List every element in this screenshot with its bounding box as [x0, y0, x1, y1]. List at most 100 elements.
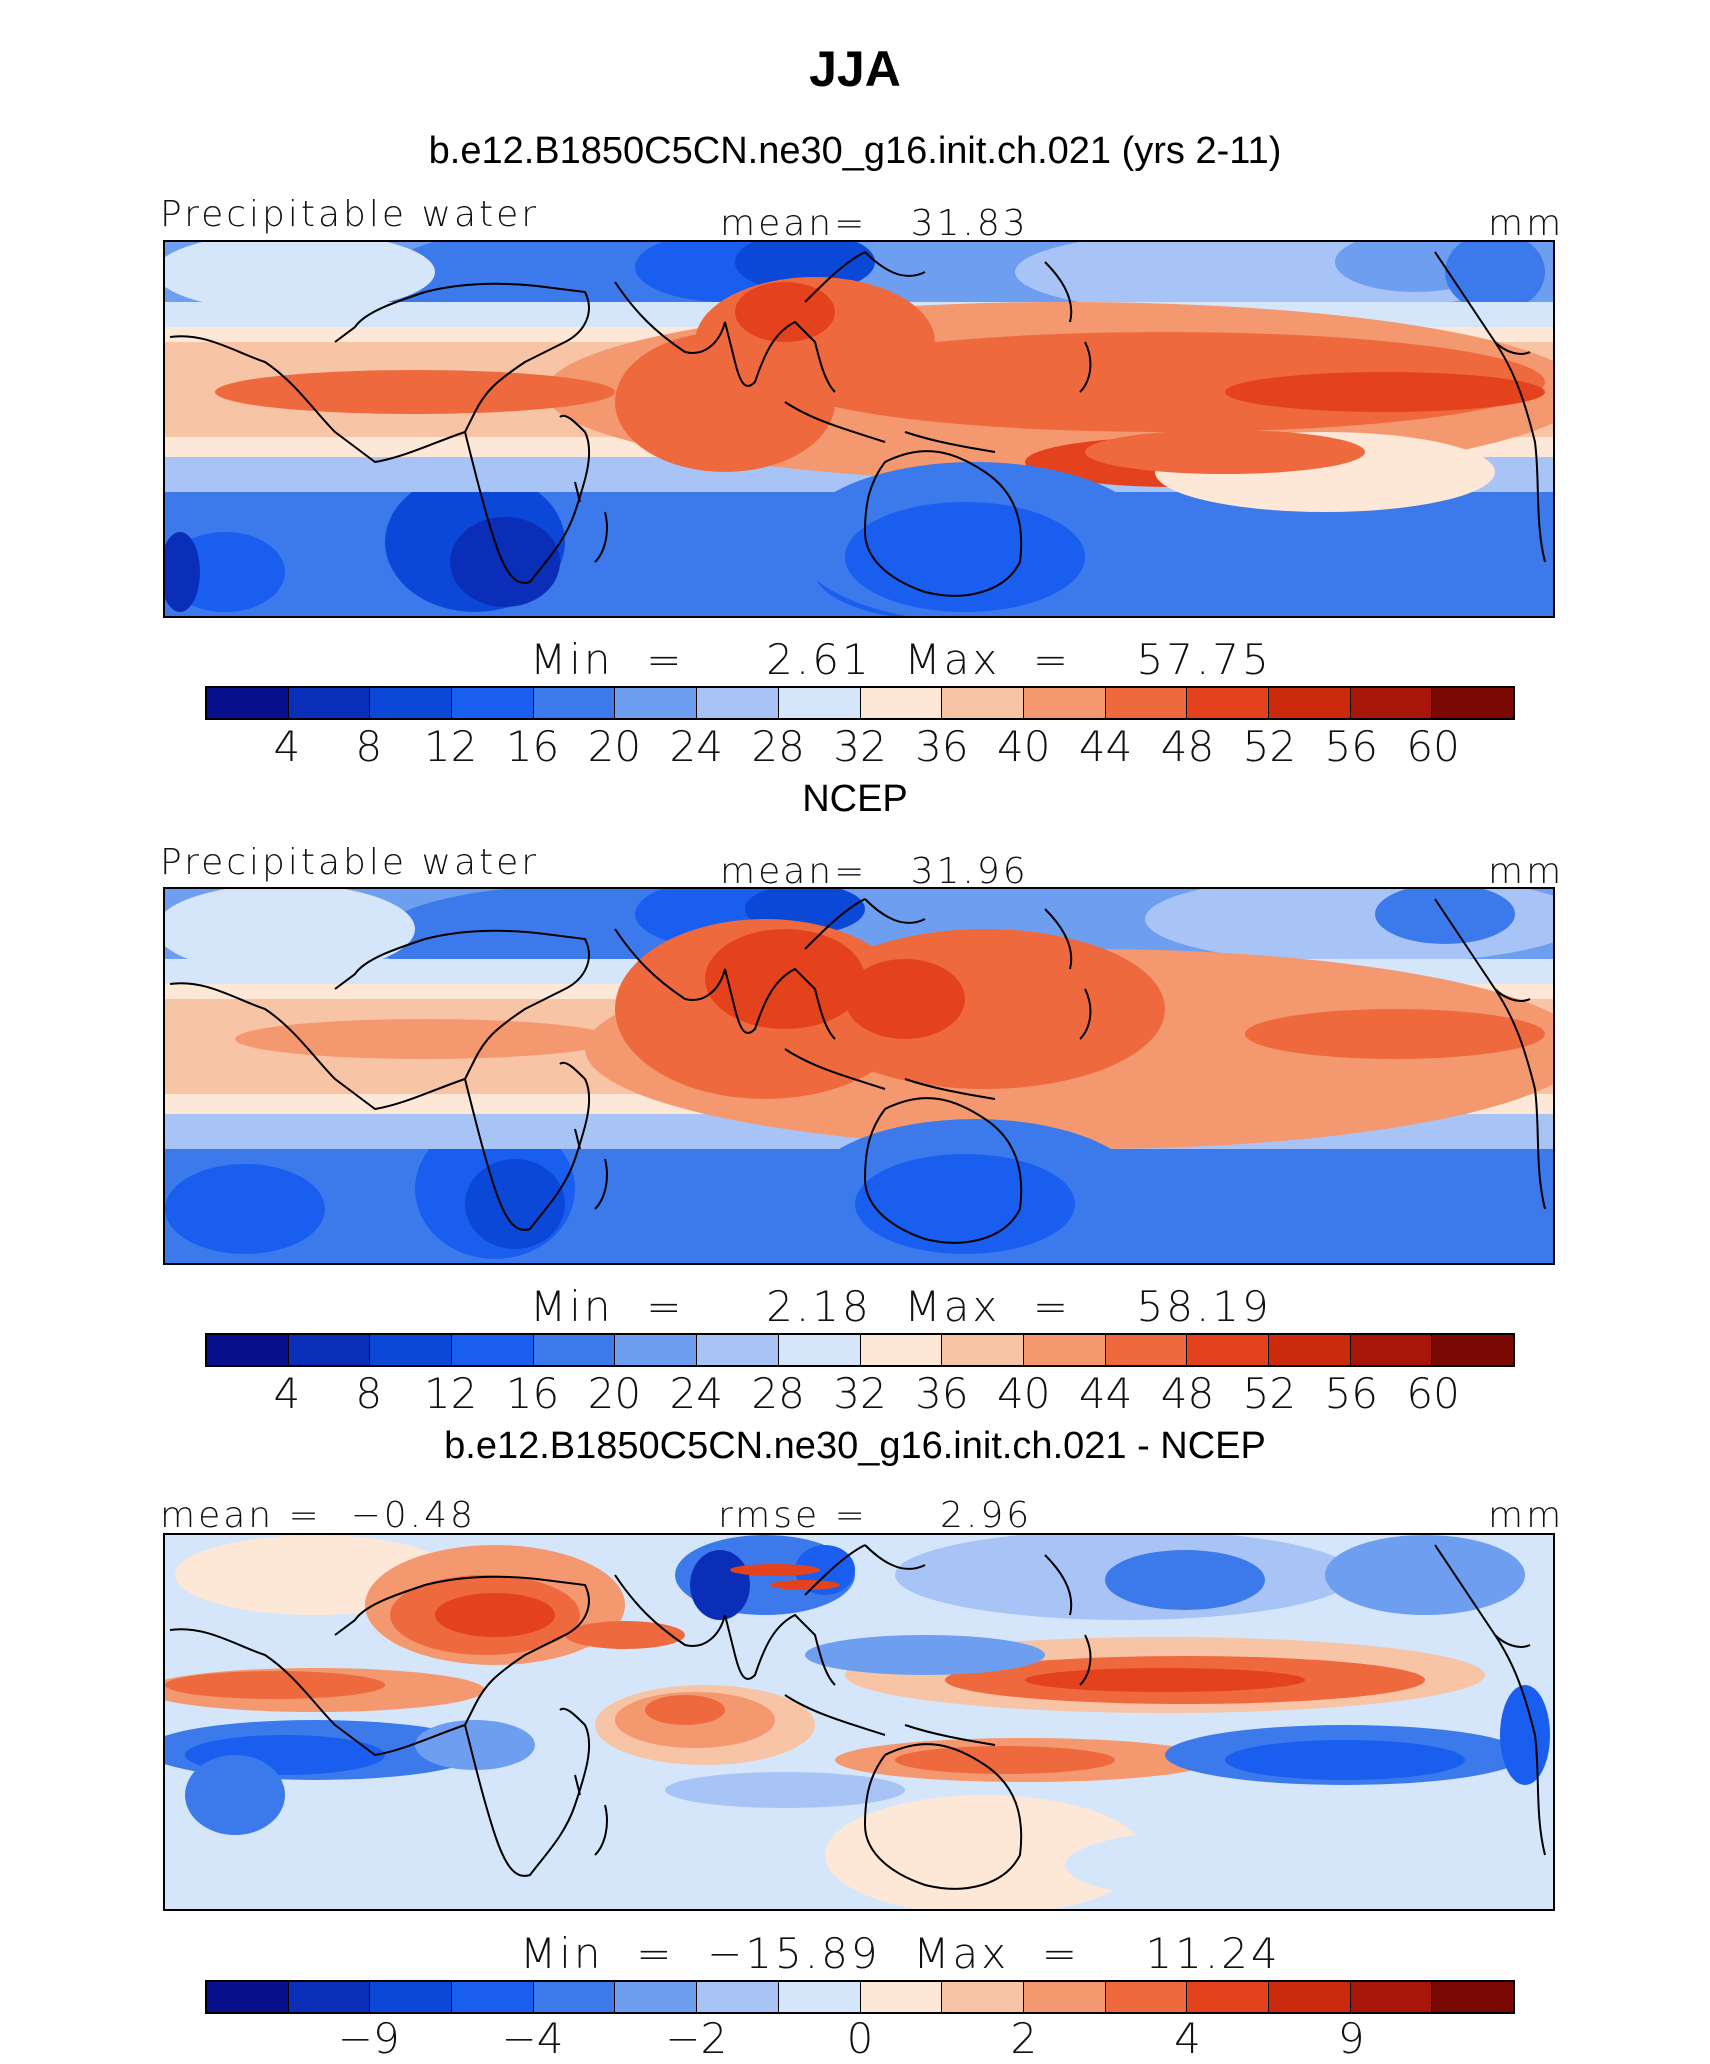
colorbar-swatch: [288, 1982, 371, 2012]
colorbar-tick: 16: [505, 722, 560, 771]
panel-3-colorbar: [205, 1980, 1515, 2014]
colorbar-tick: 44: [1078, 1369, 1133, 1418]
panel-2-colorbar-ticks: 4 8 12 16 20 24 28 32 36 40 44 48 52 56 …: [205, 1369, 1515, 1419]
colorbar-swatch: [778, 1982, 861, 2012]
colorbar-tick: 16: [505, 1369, 560, 1418]
colorbar-tick: 4: [273, 1369, 301, 1418]
colorbar-tick: −9: [337, 2014, 400, 2063]
panel-2-minmax: Min = 2.18 Max = 58.19: [530, 1282, 1272, 1331]
colorbar-tick: 20: [587, 1369, 642, 1418]
panel-1-units-label: mm: [1488, 203, 1565, 244]
colorbar-tick: 32: [833, 722, 887, 771]
colorbar-tick: 40: [997, 1369, 1051, 1418]
colorbar-swatch: [1187, 1982, 1269, 2012]
colorbar-tick: 12: [423, 1369, 478, 1418]
colorbar-swatch: [1350, 688, 1433, 718]
colorbar-swatch: [533, 1335, 616, 1365]
panel-2-map: [163, 887, 1555, 1265]
colorbar-swatch: [533, 688, 616, 718]
panel-3-colorbar-ticks: −9 −4 −2 0 2 4 9: [205, 2014, 1515, 2064]
colorbar-swatch: [778, 1335, 861, 1365]
colorbar-tick: 52: [1242, 1369, 1297, 1418]
colorbar-swatch: [860, 1335, 943, 1365]
colorbar-swatch: [370, 1335, 453, 1365]
colorbar-swatch: [1268, 688, 1351, 718]
colorbar-tick: 24: [669, 1369, 723, 1418]
colorbar-tick: 4: [1174, 2014, 1201, 2063]
panel-3-map: [163, 1533, 1555, 1911]
panel-2-units-label: mm: [1488, 851, 1565, 892]
colorbar-tick: 24: [669, 722, 723, 771]
colorbar-swatch: [615, 1982, 698, 2012]
colorbar-swatch: [1023, 688, 1106, 718]
colorbar-swatch: [288, 688, 371, 718]
colorbar-tick: −2: [665, 2014, 728, 2063]
colorbar-tick: 28: [751, 1369, 805, 1418]
panel-2-heading: NCEP: [802, 778, 908, 820]
colorbar-swatch: [1432, 688, 1513, 718]
panel-2-colorbar: [205, 1333, 1515, 1367]
colorbar-tick: 40: [997, 722, 1051, 771]
colorbar-tick: 20: [587, 722, 642, 771]
colorbar-tick: −4: [501, 2014, 564, 2063]
panel-3-units-label: mm: [1488, 1495, 1565, 1536]
colorbar-tick: 8: [355, 722, 383, 771]
colorbar-swatch: [370, 1982, 453, 2012]
colorbar-swatch: [1187, 1335, 1269, 1365]
panel-2-mean-label: mean= 31.96: [720, 851, 1029, 892]
panel-3-heading: b.e12.B1850C5CN.ne30_g16.init.ch.021 - N…: [444, 1425, 1266, 1467]
colorbar-tick: 56: [1324, 1369, 1378, 1418]
colorbar-tick: 48: [1160, 1369, 1215, 1418]
panel-1-map: [163, 240, 1555, 618]
panel-1-mean-label: mean= 31.83: [720, 203, 1029, 244]
colorbar-swatch: [207, 1982, 289, 2012]
panel-3-minmax: Min = −15.89 Max = 11.24: [520, 1929, 1281, 1978]
panel-1-colorbar: [205, 686, 1515, 720]
colorbar-tick: 12: [423, 722, 478, 771]
colorbar-tick: 9: [1337, 2014, 1365, 2063]
panel-1-variable-label: Precipitable water: [160, 194, 540, 235]
colorbar-tick: 32: [833, 1369, 887, 1418]
colorbar-swatch: [860, 1982, 943, 2012]
colorbar-swatch: [207, 688, 289, 718]
colorbar-tick: 44: [1078, 722, 1133, 771]
colorbar-swatch: [1105, 688, 1188, 718]
colorbar-tick: 36: [915, 1369, 969, 1418]
colorbar-swatch: [1350, 1335, 1433, 1365]
colorbar-swatch: [697, 1335, 779, 1365]
colorbar-swatch: [1432, 1335, 1513, 1365]
colorbar-swatch: [1187, 688, 1269, 718]
panel-1-minmax: Min = 2.61 Max = 57.75: [530, 635, 1272, 684]
colorbar-swatch: [615, 688, 698, 718]
colorbar-swatch: [778, 688, 861, 718]
colorbar-swatch: [942, 1335, 1024, 1365]
colorbar-tick: 8: [355, 1369, 383, 1418]
colorbar-tick: 48: [1160, 722, 1215, 771]
colorbar-swatch: [452, 1335, 534, 1365]
colorbar-swatch: [697, 1982, 779, 2012]
colorbar-tick: 36: [915, 722, 969, 771]
colorbar-swatch: [697, 688, 779, 718]
colorbar-tick: 60: [1406, 1369, 1460, 1418]
colorbar-swatch: [1268, 1982, 1351, 2012]
figure-title: JJA: [809, 41, 901, 97]
colorbar-swatch: [1105, 1335, 1188, 1365]
colorbar-swatch: [1432, 1982, 1513, 2012]
colorbar-swatch: [942, 1982, 1024, 2012]
panel-1-heading: b.e12.B1850C5CN.ne30_g16.init.ch.021 (yr…: [428, 130, 1282, 172]
colorbar-swatch: [452, 688, 534, 718]
colorbar-swatch: [288, 1335, 371, 1365]
colorbar-swatch: [860, 688, 943, 718]
colorbar-swatch: [615, 1335, 698, 1365]
colorbar-swatch: [1023, 1982, 1106, 2012]
colorbar-swatch: [207, 1335, 289, 1365]
colorbar-tick: 60: [1406, 722, 1460, 771]
colorbar-tick: 52: [1242, 722, 1297, 771]
colorbar-swatch: [1350, 1982, 1433, 2012]
colorbar-tick: 2: [1010, 2014, 1038, 2063]
panel-1-colorbar-ticks: 4 8 12 16 20 24 28 32 36 40 44 48 52 56 …: [205, 722, 1515, 772]
colorbar-tick: 28: [751, 722, 805, 771]
colorbar-tick: 4: [273, 722, 301, 771]
colorbar-swatch: [452, 1982, 534, 2012]
colorbar-swatch: [1268, 1335, 1351, 1365]
